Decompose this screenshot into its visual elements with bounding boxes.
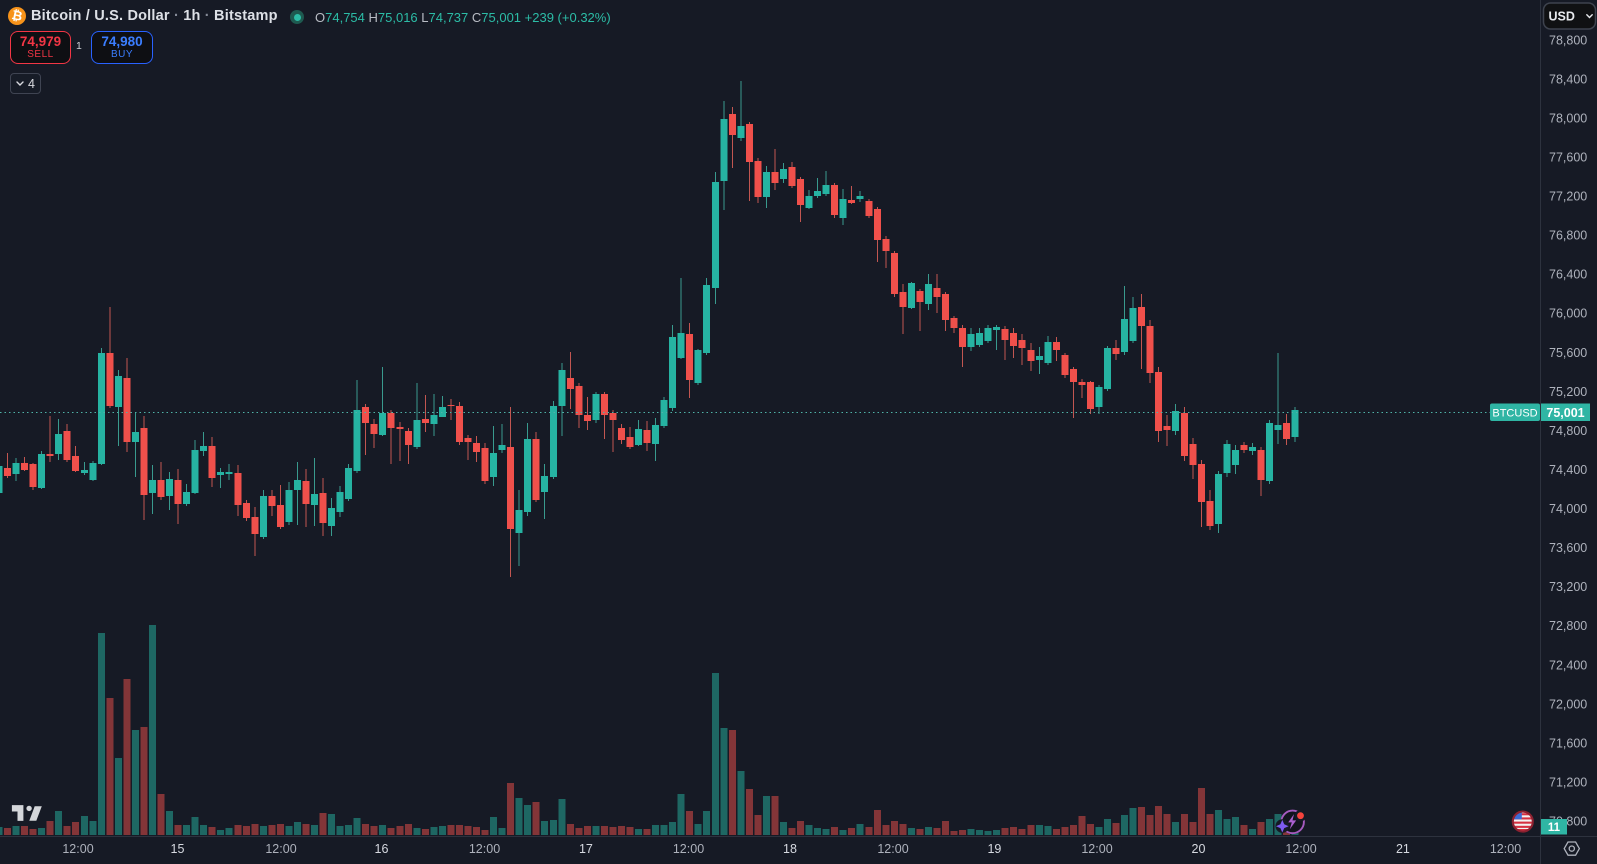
svg-text:78,800: 78,800	[1549, 33, 1587, 47]
svg-text:74,800: 74,800	[1549, 424, 1587, 438]
svg-text:15: 15	[171, 842, 185, 856]
svg-text:71,200: 71,200	[1549, 775, 1587, 789]
svg-text:12:00: 12:00	[469, 842, 500, 856]
svg-text:12:00: 12:00	[1285, 842, 1316, 856]
svg-text:72,800: 72,800	[1549, 619, 1587, 633]
svg-text:19: 19	[987, 842, 1001, 856]
svg-text:78,000: 78,000	[1549, 111, 1587, 125]
svg-text:17: 17	[579, 842, 593, 856]
svg-text:76,000: 76,000	[1549, 307, 1587, 321]
svg-text:12:00: 12:00	[265, 842, 296, 856]
svg-text:12:00: 12:00	[877, 842, 908, 856]
svg-text:71,600: 71,600	[1549, 736, 1587, 750]
svg-text:21: 21	[1396, 842, 1410, 856]
svg-text:72,000: 72,000	[1549, 697, 1587, 711]
svg-text:USD: USD	[1549, 10, 1575, 24]
svg-text:75,001: 75,001	[1546, 406, 1584, 420]
svg-text:16: 16	[375, 842, 389, 856]
svg-text:75,200: 75,200	[1549, 385, 1587, 399]
svg-text:74,000: 74,000	[1549, 502, 1587, 516]
svg-text:74,400: 74,400	[1549, 463, 1587, 477]
svg-text:12:00: 12:00	[62, 842, 93, 856]
svg-text:18: 18	[783, 842, 797, 856]
svg-text:77,600: 77,600	[1549, 151, 1587, 165]
svg-text:4: 4	[28, 77, 35, 91]
svg-text:73,600: 73,600	[1549, 541, 1587, 555]
svg-text:BTCUSD: BTCUSD	[1492, 408, 1537, 420]
svg-text:20: 20	[1192, 842, 1206, 856]
svg-text:12:00: 12:00	[1081, 842, 1112, 856]
svg-text:12:00: 12:00	[673, 842, 704, 856]
svg-text:78,400: 78,400	[1549, 72, 1587, 86]
svg-text:12:00: 12:00	[1490, 842, 1521, 856]
svg-text:76,400: 76,400	[1549, 268, 1587, 282]
svg-text:11: 11	[1548, 822, 1561, 834]
svg-text:73,200: 73,200	[1549, 580, 1587, 594]
svg-text:72,400: 72,400	[1549, 658, 1587, 672]
svg-text:76,800: 76,800	[1549, 229, 1587, 243]
svg-text:77,200: 77,200	[1549, 190, 1587, 204]
svg-text:75,600: 75,600	[1549, 346, 1587, 360]
